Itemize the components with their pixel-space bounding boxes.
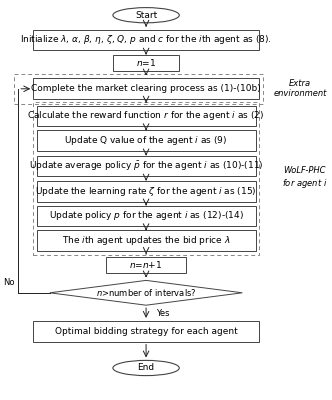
Text: Update the learning rate $\zeta$ for the agent $i$ as (15): Update the learning rate $\zeta$ for the… <box>35 185 257 198</box>
Text: Optimal bidding strategy for each agent: Optimal bidding strategy for each agent <box>55 327 237 336</box>
FancyBboxPatch shape <box>37 230 256 251</box>
Ellipse shape <box>113 8 179 23</box>
FancyBboxPatch shape <box>37 181 256 202</box>
Text: $n$>number of intervals?: $n$>number of intervals? <box>96 287 196 298</box>
FancyBboxPatch shape <box>37 156 256 176</box>
FancyBboxPatch shape <box>37 206 256 226</box>
FancyBboxPatch shape <box>37 106 256 126</box>
FancyBboxPatch shape <box>37 130 256 151</box>
FancyBboxPatch shape <box>33 321 259 342</box>
Text: WoLF-PHC
for agent $i$: WoLF-PHC for agent $i$ <box>282 166 327 190</box>
FancyBboxPatch shape <box>33 78 259 99</box>
Ellipse shape <box>113 360 179 376</box>
Text: Update Q value of the agent $i$ as (9): Update Q value of the agent $i$ as (9) <box>64 134 228 147</box>
Text: No: No <box>3 278 15 287</box>
Text: Initialize $\lambda$, $\alpha$, $\beta$, $\eta$, $\zeta$, $Q$, $p$ and $c$ for t: Initialize $\lambda$, $\alpha$, $\beta$,… <box>20 34 272 46</box>
Text: The $i$th agent updates the bid price $\lambda$: The $i$th agent updates the bid price $\… <box>62 234 230 247</box>
FancyBboxPatch shape <box>113 55 179 71</box>
Text: Start: Start <box>135 11 157 20</box>
Polygon shape <box>50 280 242 305</box>
Text: Complete the market clearing process as (1)-(10b): Complete the market clearing process as … <box>31 84 261 93</box>
Text: End: End <box>137 364 155 372</box>
Text: $n$=$n$+1: $n$=$n$+1 <box>129 259 163 270</box>
Text: Update average policy $\bar{p}$ for the agent $i$ as (10)-(11): Update average policy $\bar{p}$ for the … <box>29 160 263 172</box>
Text: Update policy $p$ for the agent $i$ as (12)-(14): Update policy $p$ for the agent $i$ as (… <box>48 210 244 222</box>
Text: Yes: Yes <box>156 309 170 318</box>
FancyBboxPatch shape <box>33 30 259 50</box>
FancyBboxPatch shape <box>106 257 186 273</box>
Text: Extra
environment: Extra environment <box>274 79 327 98</box>
Text: $n$=1: $n$=1 <box>136 57 156 68</box>
Text: Calculate the reward function $r$ for the agent $i$ as (2): Calculate the reward function $r$ for th… <box>28 110 265 122</box>
